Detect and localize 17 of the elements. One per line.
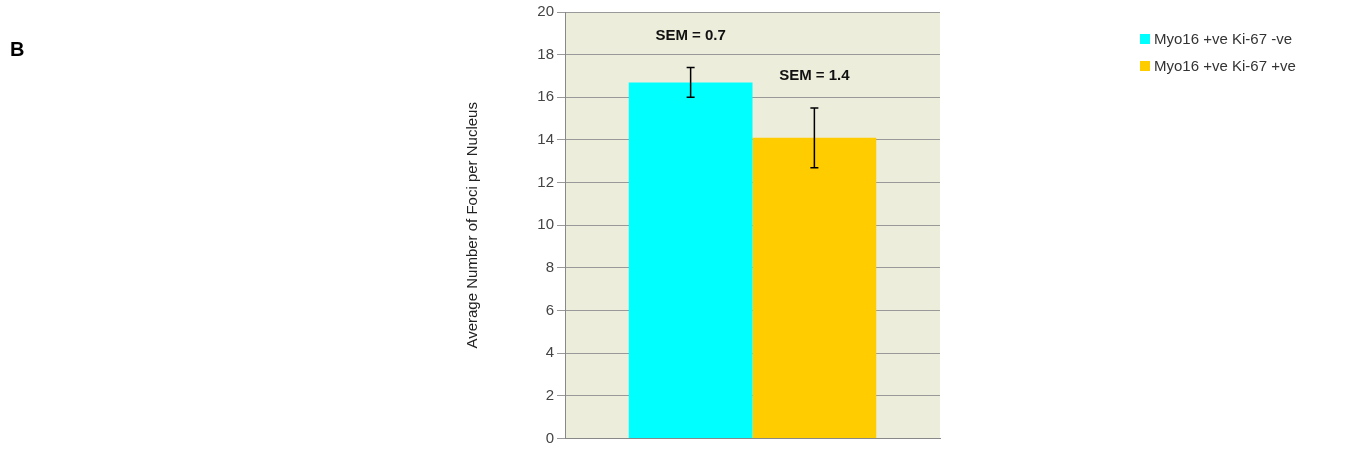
y-tick-label: 16 bbox=[537, 87, 554, 105]
y-tick-label: 20 bbox=[537, 2, 554, 20]
y-tick-label: 2 bbox=[545, 386, 554, 404]
y-tick-label: 18 bbox=[537, 44, 554, 62]
y-tick-label: 10 bbox=[537, 215, 554, 233]
y-tick-label: 4 bbox=[545, 343, 554, 361]
y-axis-title: Average Number of Foci per Nucleus bbox=[463, 102, 481, 349]
y-tick-label: 0 bbox=[545, 428, 554, 446]
y-tick-label: 12 bbox=[537, 172, 554, 190]
y-tick-label: 8 bbox=[545, 258, 554, 276]
y-tick-label: 14 bbox=[537, 130, 554, 148]
legend-label: Myo16 +ve Ki-67 +ve bbox=[1154, 57, 1296, 74]
y-tick-label: 6 bbox=[545, 300, 554, 318]
annotation: SEM = 0.7 bbox=[655, 25, 726, 43]
annotation: SEM = 1.4 bbox=[779, 66, 851, 84]
legend-label: Myo16 +ve Ki-67 -ve bbox=[1154, 30, 1292, 47]
text: B bbox=[10, 38, 25, 61]
